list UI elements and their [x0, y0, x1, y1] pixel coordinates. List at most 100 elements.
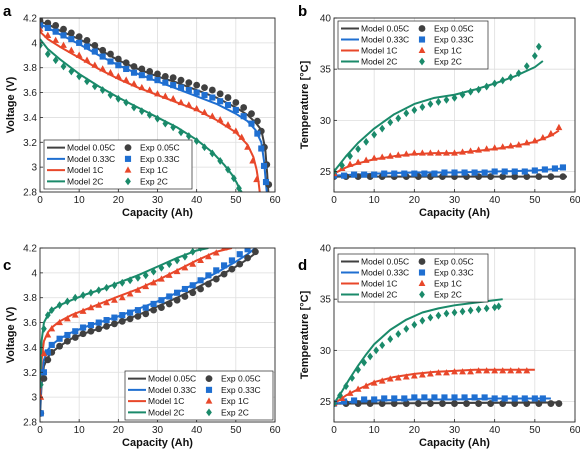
legend-entry-exp-0-33c: Exp 0.33C [434, 35, 474, 45]
legend-entry-exp-0-05c: Exp 0.05C [221, 374, 261, 384]
data-point [118, 293, 126, 301]
data-point [475, 400, 482, 407]
series-markers-exp-1c [334, 123, 563, 177]
data-point [197, 248, 204, 252]
data-point [44, 50, 51, 58]
data-point [224, 94, 232, 101]
data-point [95, 319, 102, 326]
data-point [150, 300, 157, 307]
legend-swatch-exp-0-33c [124, 155, 132, 162]
data-point [361, 396, 368, 403]
y-tick-label: 4 [31, 268, 37, 279]
data-point [161, 73, 169, 80]
data-point [83, 56, 91, 63]
data-point [451, 308, 458, 317]
data-point [205, 252, 212, 260]
x-tick-label: 0 [37, 425, 43, 436]
legend-swatch-exp-0-05c [418, 258, 426, 265]
data-point [459, 307, 466, 316]
data-point [216, 90, 224, 98]
data-point [220, 248, 228, 251]
legend-entry-exp-0-33c: Exp 0.33C [434, 268, 474, 278]
series-group [40, 248, 259, 417]
data-point [40, 25, 44, 32]
data-point [370, 379, 378, 386]
data-point [64, 297, 71, 306]
legend-entry-exp-2c: Exp 2C [221, 407, 249, 417]
data-point [40, 380, 44, 389]
data-point [236, 251, 243, 258]
series-markers-exp-0-33c [40, 248, 251, 417]
y-axis-label: Temperature [°C] [299, 60, 311, 149]
data-point [418, 149, 426, 156]
data-point [495, 302, 502, 311]
y-tick-label: 4.2 [23, 14, 37, 25]
y-tick-label: 4 [31, 38, 37, 49]
data-point [154, 70, 161, 78]
data-point [228, 265, 236, 273]
data-point [40, 393, 45, 400]
data-point [451, 400, 458, 407]
data-point [354, 158, 362, 165]
data-point [216, 116, 224, 123]
legend-swatch-exp-0-33c [205, 386, 213, 393]
data-point [114, 72, 122, 79]
legend-entry-model-0-05c: Model 0.05C [361, 24, 409, 34]
data-point [419, 316, 426, 325]
data-point [394, 151, 402, 158]
data-point [475, 146, 482, 153]
data-point [189, 248, 196, 256]
data-point [162, 119, 169, 128]
x-tick-label: 20 [113, 425, 125, 436]
data-point [555, 400, 563, 407]
data-point [40, 41, 43, 50]
data-point [197, 285, 204, 293]
y-tick-label: 25 [320, 397, 332, 408]
data-point [523, 173, 531, 181]
series-markers-exp-1c [334, 367, 531, 407]
data-point [212, 275, 220, 283]
data-point [205, 272, 212, 279]
data-point [373, 346, 380, 355]
y-tick-label: 2.8 [23, 418, 37, 429]
data-point [390, 400, 398, 407]
data-point [126, 315, 134, 323]
data-point [379, 124, 386, 133]
data-point [411, 394, 418, 401]
panel-label: a [3, 3, 12, 20]
x-tick-label: 40 [191, 425, 203, 436]
data-point [201, 108, 208, 116]
series-line-model-2c [334, 60, 544, 173]
legend-entry-model-2c: Model 2C [361, 57, 397, 67]
legend-entry-exp-1c: Exp 1C [434, 279, 462, 289]
data-point [209, 94, 216, 101]
data-point [367, 352, 374, 361]
data-point [547, 173, 555, 181]
data-point [170, 82, 177, 89]
data-point [491, 303, 498, 312]
legend-entry-exp-2c: Exp 2C [434, 290, 462, 300]
data-point [201, 84, 208, 91]
data-point [402, 150, 410, 157]
series-group [40, 18, 273, 192]
data-point [483, 145, 491, 152]
data-point [351, 171, 358, 178]
data-point [435, 311, 442, 320]
data-point [87, 303, 95, 311]
data-point [177, 76, 185, 84]
data-point [134, 312, 142, 320]
data-point [547, 129, 555, 137]
data-point [91, 48, 98, 55]
data-point [431, 170, 438, 177]
data-point [48, 341, 55, 349]
data-point [499, 143, 507, 150]
data-point [91, 61, 99, 68]
data-point [91, 82, 98, 91]
data-point [507, 142, 515, 149]
data-point [107, 91, 114, 99]
data-point [48, 306, 55, 315]
data-point [130, 80, 138, 87]
panel-a: 0 10 20 30 40 50 60 2.8 3 3.2 3.4 3.6 3.8 4 4.2 Capacit… [3, 3, 281, 219]
data-point [52, 36, 60, 43]
y-tick-label: 30 [320, 116, 332, 127]
